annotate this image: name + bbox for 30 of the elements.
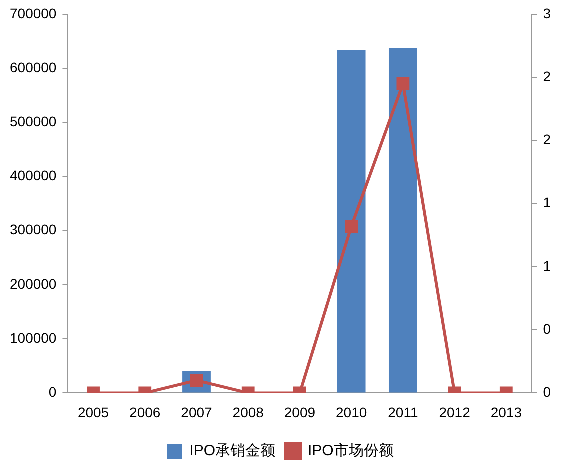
y-tick-label: 700000 xyxy=(10,5,57,22)
x-tick-label: 2007 xyxy=(181,404,213,420)
y2-tick-label: 1 xyxy=(543,194,552,211)
x-tick-label: 2012 xyxy=(439,404,471,420)
x-tick-label: 2005 xyxy=(78,404,110,420)
y-tick-label: 300000 xyxy=(10,222,57,238)
y-tick-label: 500000 xyxy=(10,113,57,130)
x-tick-label: 2010 xyxy=(336,404,368,420)
x-tick-label: 2013 xyxy=(490,404,522,420)
legend-label: IPO市场份额 xyxy=(308,442,394,460)
y-tick-label: 600000 xyxy=(10,59,57,76)
y-tick-label: 200000 xyxy=(10,276,57,292)
y2-tick-label: 3 xyxy=(543,5,552,22)
legend-label: IPO承销金额 xyxy=(190,442,276,460)
y-tick-label: 0 xyxy=(48,384,57,400)
y-tick-label: 400000 xyxy=(10,168,57,184)
x-tick-label: 2006 xyxy=(130,404,161,420)
y2-tick-label: 0 xyxy=(543,320,552,337)
y2-tick-label: 2 xyxy=(543,132,552,148)
x-tick-label: 2008 xyxy=(232,404,264,420)
y2-tick-label: 1 xyxy=(543,258,552,274)
y2-tick-label: 0 xyxy=(543,384,552,400)
bar xyxy=(388,48,418,393)
y2-tick-label: 2 xyxy=(543,68,552,84)
x-tick-label: 2009 xyxy=(284,404,316,420)
point xyxy=(396,77,410,90)
point xyxy=(345,220,358,233)
x-tick-label: 2011 xyxy=(388,404,418,420)
bar xyxy=(337,50,366,393)
y-tick-label: 100000 xyxy=(10,330,57,346)
